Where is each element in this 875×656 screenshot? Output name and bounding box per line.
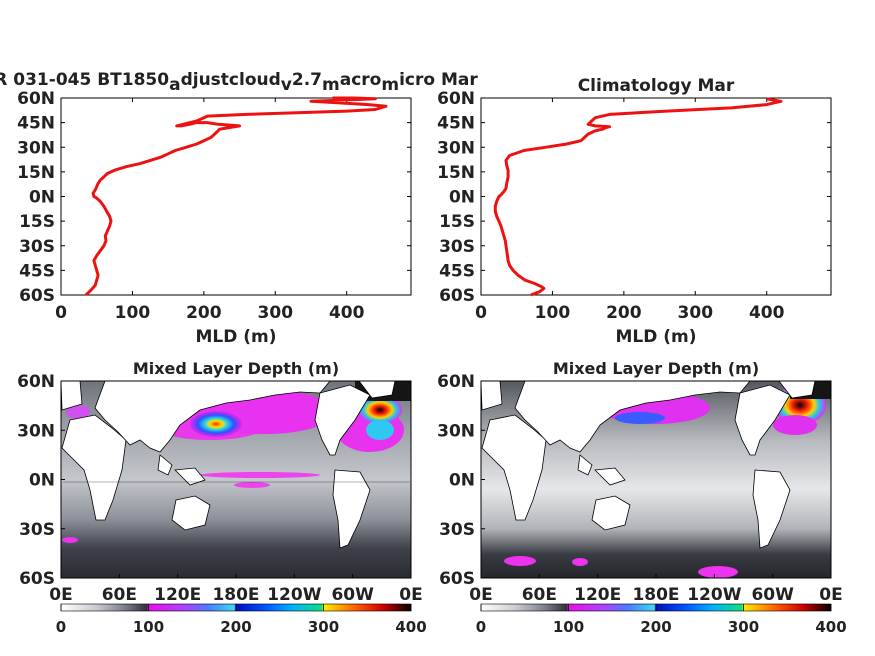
colorbar-label: 300: [308, 618, 339, 636]
map-lat-label: 0N: [449, 471, 475, 491]
map-lat-label: 60N: [437, 372, 475, 392]
map-lon-label: 60E: [522, 585, 557, 605]
y-tick-label: 60S: [439, 286, 475, 306]
map-lat-label: 30S: [439, 520, 475, 540]
map-lon-label: 60W: [751, 585, 794, 605]
y-tick-label: 60N: [17, 89, 55, 109]
x-tick-label: 300: [258, 303, 294, 323]
x-tick-label: 300: [678, 303, 714, 323]
x-tick-label: 0: [475, 303, 487, 323]
y-tick-label: 45N: [17, 114, 55, 134]
colorbar-label: 100: [133, 618, 164, 636]
map-title: Mixed Layer Depth (m): [133, 359, 339, 378]
x-tick-label: 400: [329, 303, 365, 323]
map-lon-label: 0E: [399, 585, 422, 605]
y-tick-label: 15S: [19, 212, 55, 232]
map-lat-label: 60S: [439, 569, 475, 589]
colorbar-label: 200: [640, 618, 671, 636]
x-axis-label: MLD (m): [615, 327, 696, 347]
map-lat-label: 30N: [437, 421, 475, 441]
map-lat-label: 60N: [17, 372, 55, 392]
map-lat-label: 60S: [19, 569, 55, 589]
colorbar-label: 0: [476, 618, 486, 636]
colorbar-label: 100: [553, 618, 584, 636]
map-lat-label: 30N: [17, 421, 55, 441]
map-lon-label: 0E: [469, 585, 492, 605]
x-tick-label: 200: [186, 303, 222, 323]
chart-title: R 031-045 BT1850adjustcloudv2.7macromicr…: [0, 70, 478, 95]
y-tick-label: 15N: [437, 163, 475, 183]
y-tick-label: 0N: [29, 188, 55, 208]
y-tick-label: 60S: [19, 286, 55, 306]
x-tick-label: 400: [749, 303, 785, 323]
colorbar-label: 200: [220, 618, 251, 636]
y-tick-label: 0N: [449, 188, 475, 208]
y-tick-label: 30N: [437, 138, 475, 158]
x-tick-label: 0: [55, 303, 67, 323]
mld-profile-line: [84, 96, 388, 297]
map-lon-label: 180E: [212, 585, 259, 605]
y-tick-label: 15N: [17, 163, 55, 183]
map-lon-label: 180E: [632, 585, 679, 605]
map-lat-label: 0N: [29, 471, 55, 491]
y-tick-label: 45S: [19, 261, 55, 281]
map-lon-label: 120W: [267, 585, 321, 605]
map-lon-label: 120E: [154, 585, 201, 605]
map-lon-label: 0E: [49, 585, 72, 605]
colorbar-label: 300: [728, 618, 759, 636]
y-tick-label: 45S: [439, 261, 475, 281]
chart-title: Climatology Mar: [578, 76, 735, 96]
x-axis-label: MLD (m): [195, 327, 276, 347]
map-title: Mixed Layer Depth (m): [553, 359, 759, 378]
map-lon-label: 60W: [331, 585, 374, 605]
plot-frame: [60, 97, 412, 296]
y-tick-label: 15S: [439, 212, 475, 232]
colorbar-label: 400: [395, 618, 426, 636]
plot-frame: [480, 97, 832, 296]
map-panel-left: [61, 381, 411, 578]
x-tick-label: 100: [535, 303, 571, 323]
y-tick-label: 30N: [17, 138, 55, 158]
colorbar-label: 0: [56, 618, 66, 636]
x-tick-label: 200: [606, 303, 642, 323]
map-lon-label: 0E: [819, 585, 842, 605]
map-lon-label: 120E: [574, 585, 621, 605]
map-lat-label: 30S: [19, 520, 55, 540]
map-lon-label: 60E: [102, 585, 137, 605]
map-lon-label: 120W: [687, 585, 741, 605]
x-tick-label: 100: [115, 303, 151, 323]
y-tick-label: 45N: [437, 114, 475, 134]
mld-profile-line: [493, 97, 783, 297]
colorbar-label: 400: [815, 618, 846, 636]
y-tick-label: 30S: [19, 237, 55, 257]
y-tick-label: 60N: [437, 89, 475, 109]
y-tick-label: 30S: [439, 237, 475, 257]
map-panel-right: [481, 381, 831, 578]
